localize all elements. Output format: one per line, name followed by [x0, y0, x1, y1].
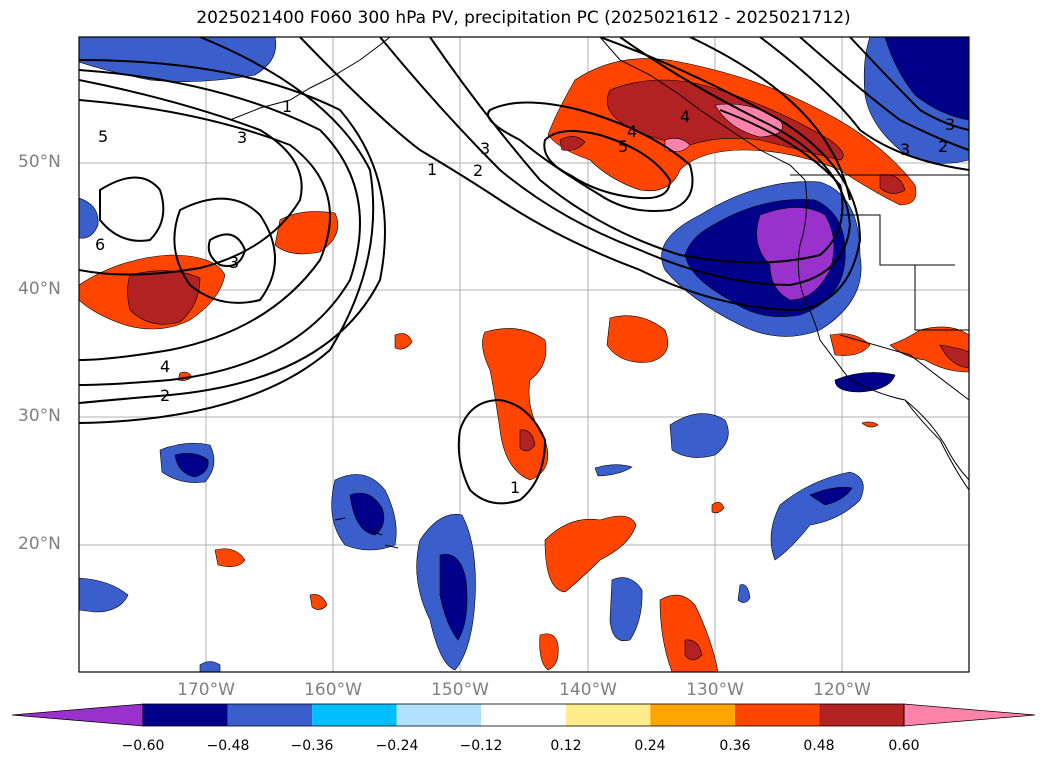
colorbar-tick: 0.36: [719, 738, 751, 754]
contour-label: 2: [938, 137, 948, 156]
map-frame: [78, 36, 970, 673]
contour-label: 2: [473, 161, 483, 180]
colorbar-tick: −0.12: [459, 738, 503, 754]
contour-label: 5: [618, 137, 628, 156]
contour-label: 3: [900, 140, 910, 159]
colorbar-tick: 0.60: [888, 738, 920, 754]
contour-label: 4: [627, 122, 637, 141]
lon-label: 150°W: [431, 680, 489, 700]
contour-label: 1: [427, 160, 437, 179]
colorbar-tick: −0.48: [206, 738, 250, 754]
lon-label: 120°W: [813, 680, 871, 700]
contour-label: 3: [237, 128, 247, 147]
colorbar-tick: −0.36: [290, 738, 334, 754]
lon-label: 130°W: [686, 680, 744, 700]
lon-label: 170°W: [177, 680, 235, 700]
lat-label: 20°N: [18, 534, 61, 554]
lon-label: 140°W: [559, 680, 617, 700]
colorbar-tick: 0.12: [550, 738, 582, 754]
lat-label: 30°N: [18, 406, 61, 426]
contour-label: 3: [229, 253, 239, 272]
contour-label: 1: [282, 97, 292, 116]
lat-label: 50°N: [18, 152, 61, 172]
contour-label: 5: [98, 127, 108, 146]
contour-label: 3: [945, 115, 955, 134]
coastlines: [229, 37, 969, 549]
contour-labels: 5 3 1 2 3 5 4 4 1 2 3 6 3 4 2 1 2 3: [95, 97, 955, 497]
map-title: 2025021400 F060 300 hPa PV, precipitatio…: [196, 8, 851, 28]
lat-label: 40°N: [18, 279, 61, 299]
contour-label: 1: [510, 478, 520, 497]
lon-label: 160°W: [304, 680, 362, 700]
pv-contours: [79, 37, 969, 505]
colorbar-tick: 0.48: [803, 738, 835, 754]
contour-label: 6: [95, 235, 105, 254]
contour-label: 4: [160, 357, 170, 376]
colorbar-tick: −0.60: [121, 738, 165, 754]
colorbar-tick: 0.24: [634, 738, 666, 754]
colorbar-tick: −0.24: [375, 738, 419, 754]
contour-label: 3: [480, 139, 490, 158]
contour-label: 4: [680, 107, 690, 126]
contour-label: 2: [160, 386, 170, 405]
